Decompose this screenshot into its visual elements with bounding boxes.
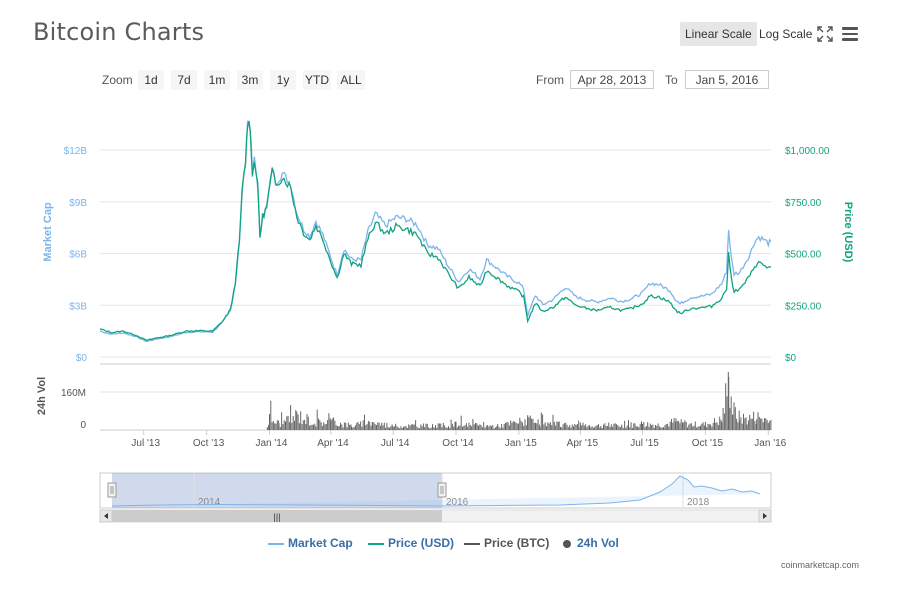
zoom-1m-button[interactable]: 1m [204,70,230,90]
x-tick-label: Jan '14 [255,438,287,449]
scrollbar-grip: ||| [273,512,280,522]
y-left-tick-label: $6B [69,250,87,261]
y-right-tick-label: $500.00 [785,250,822,261]
x-tick-label: Apr '14 [317,438,349,449]
zoom-1d-button[interactable]: 1d [138,70,164,90]
zoom-7d-button[interactable]: 7d [171,70,197,90]
volume-tick-label: 160M [61,388,86,399]
legend-market-cap-label: Market Cap [288,536,353,550]
x-tick-label: Jul '13 [131,438,160,449]
zoom-all-button[interactable]: ALL [337,70,365,90]
x-tick-label: Jan '15 [505,438,537,449]
volume-tick-label: 0 [80,420,86,431]
y-right-axis-title: Price (USD) [842,202,854,263]
scrollbar-thumb[interactable] [112,510,442,522]
x-tick-label: Oct '14 [442,438,474,449]
y-left-tick-label: $3B [69,301,87,312]
volume-axis-title: 24h Vol [36,377,48,415]
navigator-right-handle[interactable] [437,482,447,498]
y-right-tick-label: $0 [785,353,797,364]
zoom-3m-button[interactable]: 3m [237,70,263,90]
scroll-left-button[interactable] [99,509,113,523]
navigator-selection [112,473,442,508]
zoom-ytd-button[interactable]: YTD [303,70,331,90]
scroll-right-button[interactable] [758,509,772,523]
legend-market-cap[interactable]: Market Cap [268,536,353,550]
y-left-tick-label: $0 [76,353,88,364]
hamburger-menu-icon[interactable] [842,27,858,44]
y-left-axis-title: Market Cap [42,202,54,262]
navigator-frame [99,472,772,509]
to-label: To [665,73,678,87]
legend-price-usd-label: Price (USD) [388,536,455,550]
fullscreen-icon[interactable] [817,26,833,42]
navigator-label: 2018 [687,497,710,508]
navigator-label: 2014 [198,497,221,508]
legend-price-usd[interactable]: Price (USD) [368,536,454,550]
x-tick-label: Apr '15 [567,438,599,449]
scroll-right-arrow-icon [763,513,767,519]
legend-price-btc[interactable]: Price (BTC) [464,536,549,550]
y-right-tick-label: $750.00 [785,198,822,209]
x-tick-label: Oct '13 [193,438,225,449]
page-title: Bitcoin Charts [33,18,205,46]
log-scale-button[interactable]: Log Scale [759,27,813,41]
market-cap-line [99,120,772,343]
price-usd-line [99,120,772,342]
zoom-1y-button[interactable]: 1y [270,70,296,90]
grid-lines [100,149,771,435]
from-date-input[interactable]: Apr 28, 2013 [570,70,654,89]
legend-24h-vol-label: 24h Vol [577,536,619,550]
axis-labels: $0 $3B $6B $9B $12B $0 $250.00 $500.00 $750.00 $1… [36,146,854,449]
x-tick-label: Jul '14 [381,438,410,449]
to-date-input[interactable]: Jan 5, 2016 [685,70,769,89]
y-right-tick-label: $250.00 [785,301,822,312]
y-left-tick-label: $12B [64,146,88,157]
scrollbar-track [99,509,772,523]
y-left-tick-label: $9B [69,198,87,209]
navigator-label: 2016 [446,497,469,508]
credits-link[interactable]: coinmarketcap.com [780,560,859,570]
y-right-tick-label: $1,000.00 [785,146,830,157]
x-tick-label: Oct '15 [692,438,724,449]
navigator-series [111,475,761,507]
zoom-label: Zoom [102,73,133,87]
linear-scale-button[interactable]: Linear Scale [680,22,757,46]
legend-price-btc-label: Price (BTC) [484,536,550,550]
legend-24h-vol[interactable]: 24h Vol [563,536,619,550]
legend: Market Cap Price (USD) Price (BTC) 24h V… [0,536,897,552]
volume-bars [266,372,772,430]
from-label: From [536,73,564,87]
navigator: 2014 2016 2018 ||| [99,472,772,523]
x-tick-label: Jul '15 [630,438,659,449]
navigator-left-handle[interactable] [107,482,117,498]
x-tick-label: Jan '16 [754,438,786,449]
scroll-left-arrow-icon [104,513,108,519]
